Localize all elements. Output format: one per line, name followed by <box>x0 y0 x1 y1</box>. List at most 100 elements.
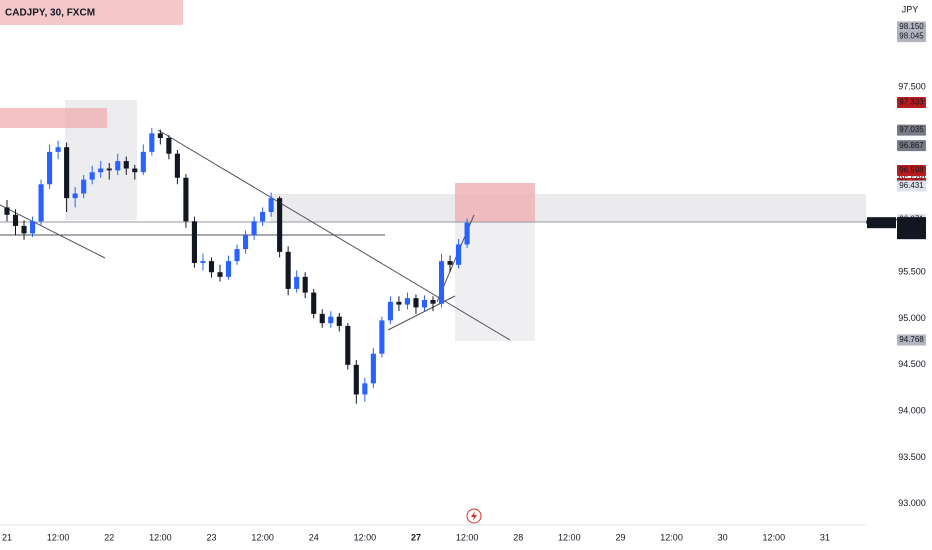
x-tick-label: 12:00 <box>47 532 70 542</box>
event-icon[interactable] <box>466 508 482 524</box>
price-axis <box>866 0 932 550</box>
target-zone <box>455 183 535 222</box>
candles <box>4 127 470 404</box>
candle-body <box>217 272 223 277</box>
candle-body <box>98 168 104 173</box>
currency: JPY <box>902 4 919 14</box>
price-tag <box>897 97 926 108</box>
last-price-symbol-tag <box>867 217 896 229</box>
candle-body <box>311 292 317 314</box>
y-tick-label: 93.000 <box>898 498 926 508</box>
last-price-label: 96.035 <box>899 218 924 227</box>
candle-body <box>64 147 70 199</box>
candle-body <box>115 161 121 171</box>
price-tag-label: 97.333 <box>899 98 924 107</box>
x-tick-label: 12:00 <box>149 532 172 542</box>
event-icon-bolt <box>471 511 477 521</box>
candle-body <box>251 221 257 236</box>
candle-body <box>464 222 470 245</box>
candle-body <box>38 184 44 222</box>
zone-red <box>0 108 107 128</box>
chart-title: CADJPY, 30, FXCM <box>5 8 95 19</box>
candle-body <box>149 133 155 152</box>
zone-gray <box>270 194 866 222</box>
y-tick-label: 94.500 <box>898 359 926 369</box>
x-tick-label: 12:00 <box>251 532 274 542</box>
candle-body <box>4 207 10 215</box>
candle-body <box>285 251 291 289</box>
candle-body <box>319 313 325 324</box>
candle-body <box>123 161 129 169</box>
x-tick-label: 12:00 <box>354 532 377 542</box>
price-tag-label: 96.867 <box>899 141 924 150</box>
axis-labels: 93.000 93.500 94.000 94.500 95.000 95.500 96.0… <box>2 21 926 542</box>
candle-body <box>430 300 436 304</box>
x-tick-label: 29 <box>615 532 625 542</box>
x-tick-label: 22 <box>104 532 114 542</box>
candle-body <box>345 325 351 365</box>
candle-body <box>370 353 376 384</box>
candle-body <box>106 168 112 171</box>
last-price-tag <box>897 217 926 240</box>
candle-body <box>413 298 419 308</box>
price-tag <box>897 31 926 43</box>
countdown: 18:03 <box>901 228 922 237</box>
y-tick-label: 97.500 <box>898 81 926 91</box>
price-tag-label: 94.768 <box>899 335 924 344</box>
price-tag-label: 96.431 <box>899 181 924 190</box>
candle-body <box>225 261 232 277</box>
x-tick-label: 12:00 <box>456 532 479 542</box>
x-tick-label: 12:00 <box>660 532 683 542</box>
candle-body <box>404 298 410 305</box>
candle-body <box>12 214 19 226</box>
candle-body <box>387 301 393 321</box>
candle-body <box>438 261 445 304</box>
x-tick-label: 28 <box>513 532 523 542</box>
candle-body <box>268 198 274 213</box>
y-tick-label: 95.500 <box>898 267 926 277</box>
candle-body <box>456 244 462 265</box>
trend-line <box>157 129 511 341</box>
candle-body <box>362 383 368 395</box>
zone-red <box>0 0 183 25</box>
candle-body <box>277 198 283 252</box>
candle-body <box>140 151 146 173</box>
price-tag-label: 96.598 <box>899 166 924 175</box>
candle-body <box>336 316 342 326</box>
x-tick-label: 24 <box>309 532 319 542</box>
price-tag-label: 98.045 <box>899 32 924 41</box>
candle-body <box>29 221 36 234</box>
price-tag <box>897 180 926 192</box>
candle-body <box>242 235 249 250</box>
candle-body <box>200 261 206 263</box>
y-tick-label: 95.000 <box>898 313 926 323</box>
price-tag <box>897 124 926 136</box>
candle-body <box>302 276 308 293</box>
y-tick-label: 93.500 <box>898 452 926 462</box>
candle-body <box>328 316 334 324</box>
candle-body <box>396 301 402 305</box>
candle-body <box>353 364 359 395</box>
candle-body <box>174 153 180 178</box>
candle-body <box>166 137 172 154</box>
candle-body <box>89 172 95 180</box>
candle-body <box>72 193 78 199</box>
trend-line <box>0 204 106 259</box>
x-tick-label: 12:00 <box>763 532 786 542</box>
y-tick-label: 94.000 <box>898 405 926 415</box>
price-tag <box>897 165 926 177</box>
candle-body <box>47 151 53 185</box>
candle-body <box>260 212 266 222</box>
x-tick-label: 23 <box>206 532 216 542</box>
candle-body <box>132 168 138 173</box>
price-tag-label: 97.035 <box>899 125 924 134</box>
candle-body <box>81 179 87 194</box>
candle-body <box>55 147 61 152</box>
candle-body <box>21 225 27 234</box>
candle-body <box>208 261 215 273</box>
price-tag-label: 98.150 <box>899 22 924 31</box>
price-tag <box>897 140 926 152</box>
x-tick-label: 12:00 <box>558 532 581 542</box>
x-tick-label: 21 <box>2 532 12 542</box>
